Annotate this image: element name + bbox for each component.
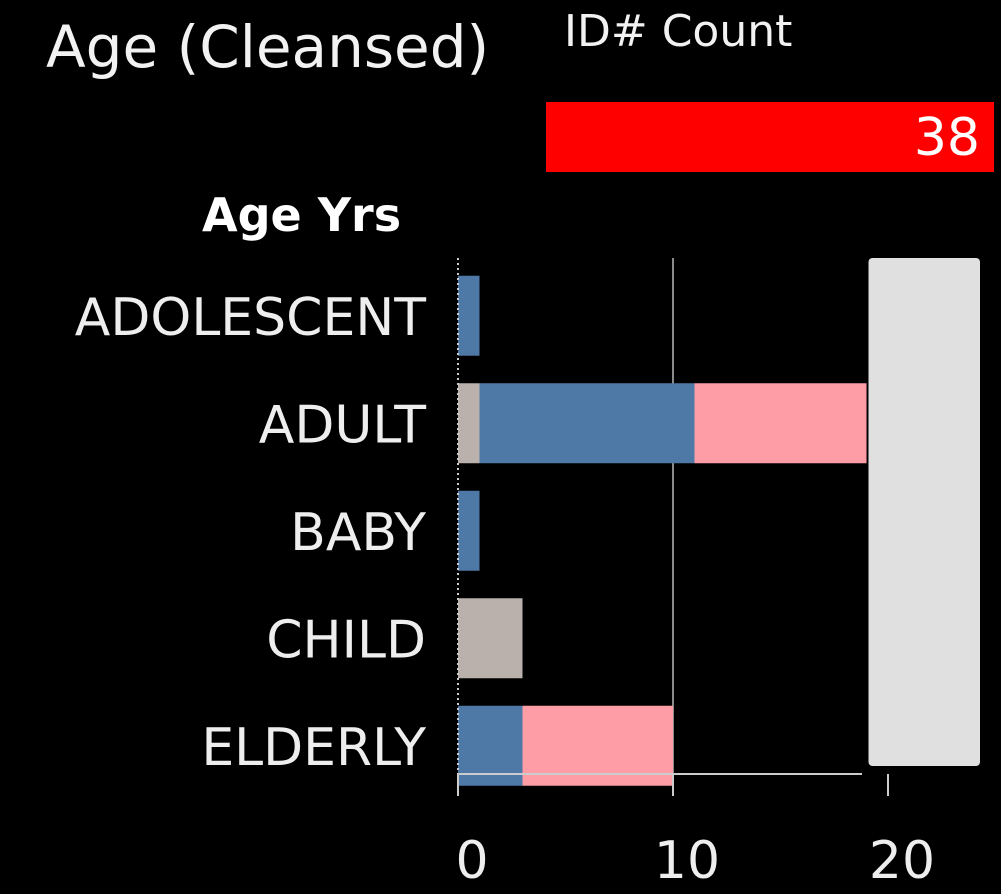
category-label: ADULT [259, 395, 426, 455]
highlight-band [868, 258, 980, 766]
bar-baby-series-1 [458, 490, 480, 571]
category-label: CHILD [266, 610, 426, 670]
chart-title: Age (Cleansed) [46, 13, 490, 81]
bar-adolescent-series-1 [458, 275, 480, 356]
bar-adult-series-0 [458, 383, 480, 464]
bar-elderly-series-2 [522, 705, 673, 786]
x-tick-label: 10 [654, 831, 720, 891]
kpi-value: 38 [913, 108, 980, 168]
bar-child-series-0 [458, 598, 523, 679]
category-label: ELDERLY [201, 718, 426, 778]
x-tick-label: 20 [869, 831, 935, 891]
category-label: BABY [290, 503, 426, 563]
y-axis-title: Age Yrs [202, 188, 402, 242]
bar-adult-series-2 [694, 383, 867, 464]
bar-elderly-series-1 [458, 705, 523, 786]
bar-adult-series-1 [479, 383, 695, 464]
x-tick-label: 0 [455, 831, 488, 891]
category-label: ADOLESCENT [75, 288, 426, 348]
kpi-label: ID# Count [564, 6, 793, 57]
kpi-bar[interactable]: 38 [546, 102, 994, 172]
